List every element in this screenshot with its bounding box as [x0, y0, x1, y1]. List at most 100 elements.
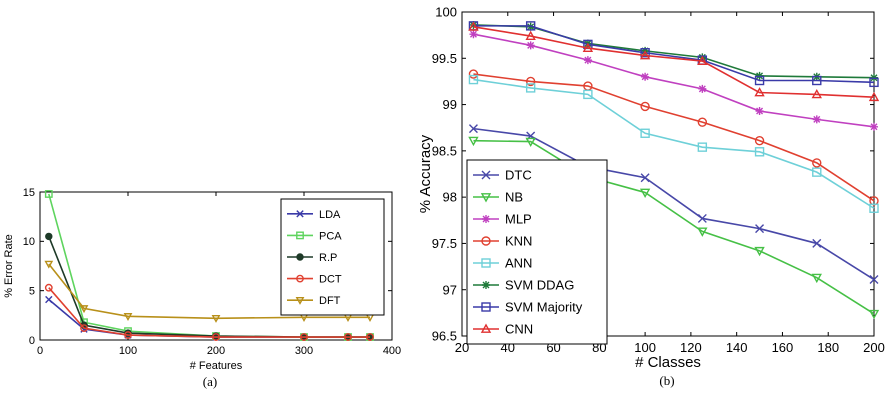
legend-marker	[481, 236, 491, 246]
series-dct	[44, 283, 374, 341]
legend-marker	[481, 302, 491, 312]
data-point	[469, 20, 478, 29]
data-point	[80, 324, 88, 333]
legend-label: NB	[505, 190, 523, 205]
legend-entry: NB	[473, 190, 523, 205]
data-point	[44, 190, 53, 198]
data-point	[755, 224, 765, 234]
legend-label: ANN	[505, 256, 532, 271]
legend-marker	[296, 253, 304, 261]
data-point	[45, 295, 53, 304]
x-tick-label: 120	[680, 340, 702, 355]
data-point	[640, 128, 650, 138]
data-point	[583, 56, 592, 65]
legend-label: MLP	[505, 212, 532, 227]
y-tick-label: 99	[443, 97, 457, 112]
data-point	[525, 21, 536, 31]
legend-label: R.P	[319, 252, 337, 264]
x-tick-label: 20	[455, 340, 469, 355]
legend-marker	[481, 170, 491, 180]
series-line	[473, 127, 875, 281]
data-point	[640, 101, 650, 112]
data-point	[468, 69, 479, 79]
legend-entry: SVM DDAG	[473, 278, 574, 293]
legend-label: SVM Majority	[505, 300, 583, 315]
data-point	[526, 41, 535, 50]
legend: LDA PCA R.P DCT DFT	[280, 198, 385, 316]
series-line	[48, 287, 370, 338]
series-line	[473, 33, 875, 128]
data-point	[868, 309, 880, 320]
legend-marker	[482, 281, 490, 289]
y-tick-label: 0	[29, 335, 35, 347]
y-tick-label: 100	[435, 5, 457, 20]
series-line	[473, 73, 875, 202]
data-point	[812, 158, 822, 168]
data-point	[468, 21, 479, 31]
legend-entry: MLP	[473, 212, 532, 227]
x-tick-label: 100	[119, 345, 137, 357]
x-tick-label: 140	[726, 340, 748, 355]
series-line	[473, 139, 875, 315]
legend-entry: DCT	[287, 274, 342, 286]
data-point	[469, 30, 478, 39]
data-point	[44, 260, 54, 269]
y-tick-label: 98.5	[432, 143, 457, 158]
series-line	[473, 78, 875, 209]
series-dtc	[468, 124, 879, 285]
data-point	[45, 232, 53, 241]
legend-label: DCT	[319, 274, 342, 286]
legend-label: CNN	[505, 322, 533, 337]
legend: DTC NB MLP KNN ANN SVM DDAG SVM Majority CNN	[466, 159, 608, 345]
data-point	[868, 91, 880, 102]
data-point	[212, 333, 220, 341]
legend-entry: LDA	[287, 209, 341, 221]
data-point	[697, 142, 708, 152]
series-line	[48, 263, 370, 320]
data-point	[525, 76, 536, 87]
data-point	[525, 83, 536, 93]
data-point	[697, 117, 708, 127]
legend-marker	[481, 258, 491, 268]
data-point	[641, 72, 650, 81]
legend-entry: R.P	[287, 252, 337, 264]
data-point	[754, 87, 765, 97]
data-point	[812, 238, 822, 248]
x-tick-label: 400	[383, 345, 401, 357]
series-ann	[468, 74, 879, 213]
y-tick-label: 98	[443, 190, 457, 205]
y-tick-label: 15	[23, 187, 35, 199]
legend-entry: DFT	[287, 295, 341, 307]
chart-a: 0 100 200 300 400 0 5 10 15 # Features % Error Rat…	[3, 187, 401, 372]
series-line	[473, 26, 875, 98]
data-point	[526, 22, 535, 31]
data-point	[697, 227, 708, 237]
x-tick-label: 180	[817, 340, 839, 355]
legend-label: KNN	[505, 234, 532, 249]
data-point	[754, 75, 765, 86]
data-point	[754, 147, 765, 157]
data-point	[698, 84, 707, 93]
caption-a: (a)	[203, 374, 217, 389]
series-mlp	[469, 30, 878, 131]
data-point	[812, 167, 822, 177]
legend-label: DFT	[319, 295, 341, 307]
legend-box	[466, 159, 608, 345]
legend-marker	[295, 296, 305, 305]
data-point	[583, 89, 593, 100]
data-point	[211, 315, 221, 323]
data-point	[697, 213, 707, 223]
x-tick-label: 200	[207, 345, 225, 357]
caption-b: (b)	[659, 373, 674, 388]
series-line	[473, 25, 875, 84]
data-point	[754, 135, 765, 146]
legend-marker	[482, 215, 490, 223]
legend-entry: KNN	[473, 234, 532, 249]
series-dft	[44, 260, 375, 323]
legend-marker	[296, 274, 304, 283]
y-axis-label: % Accuracy	[417, 134, 434, 213]
data-point	[697, 55, 708, 65]
data-point	[755, 107, 764, 116]
y-tick-label: 5	[29, 286, 35, 298]
data-point	[812, 115, 821, 124]
